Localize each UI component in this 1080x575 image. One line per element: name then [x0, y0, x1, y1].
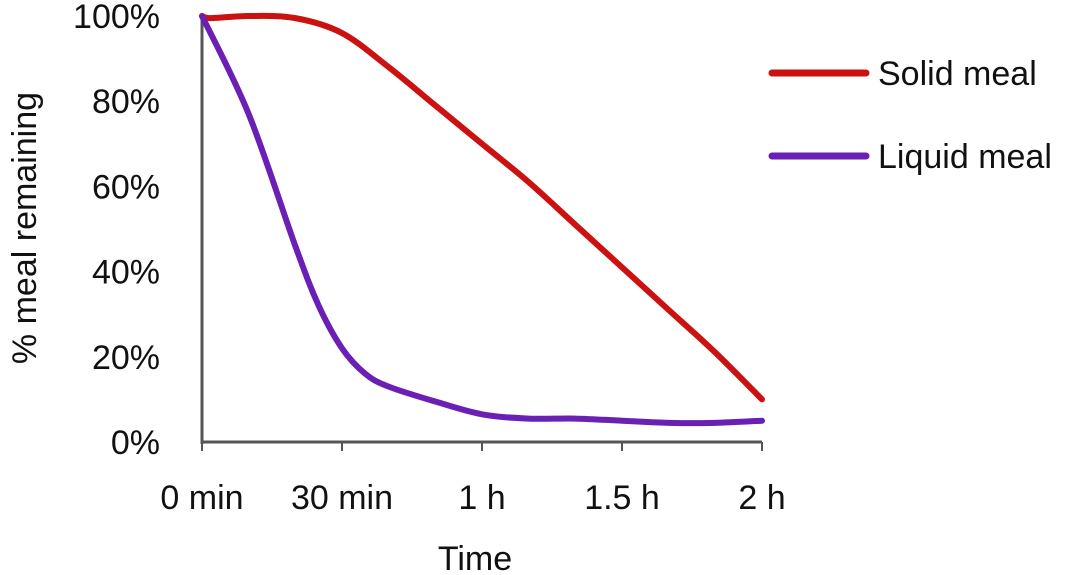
series-layer — [199, 12, 765, 427]
legend-label: Liquid meal — [878, 138, 1052, 176]
y-tick-label: 80% — [92, 83, 160, 121]
y-tick-label: 40% — [92, 254, 160, 292]
legend: Solid meal Liquid meal — [768, 55, 1052, 176]
x-tick-label: 0 min — [160, 479, 243, 517]
y-tick-label: 20% — [92, 339, 160, 377]
x-tick-label: 1 h — [458, 479, 505, 517]
y-axis-ticks: 0% 20% 40% 60% 80% 100% — [73, 0, 160, 462]
x-tick-label: 1.5 h — [584, 479, 660, 517]
axes — [200, 16, 762, 444]
y-axis-title: % meal remaining — [6, 92, 44, 364]
legend-label: Solid meal — [878, 55, 1037, 93]
series-line-liquid-meal — [199, 13, 765, 427]
series-line-solid-meal — [199, 12, 765, 403]
x-axis-ticks: 0 min 30 min 1 h 1.5 h 2 h — [160, 442, 786, 517]
x-tick-label: 2 h — [738, 479, 785, 517]
x-tick-label: 30 min — [291, 479, 393, 517]
y-tick-label: 0% — [111, 424, 160, 462]
y-tick-label: 60% — [92, 168, 160, 206]
y-tick-label: 100% — [73, 0, 160, 36]
x-axis-title: Time — [438, 540, 512, 575]
